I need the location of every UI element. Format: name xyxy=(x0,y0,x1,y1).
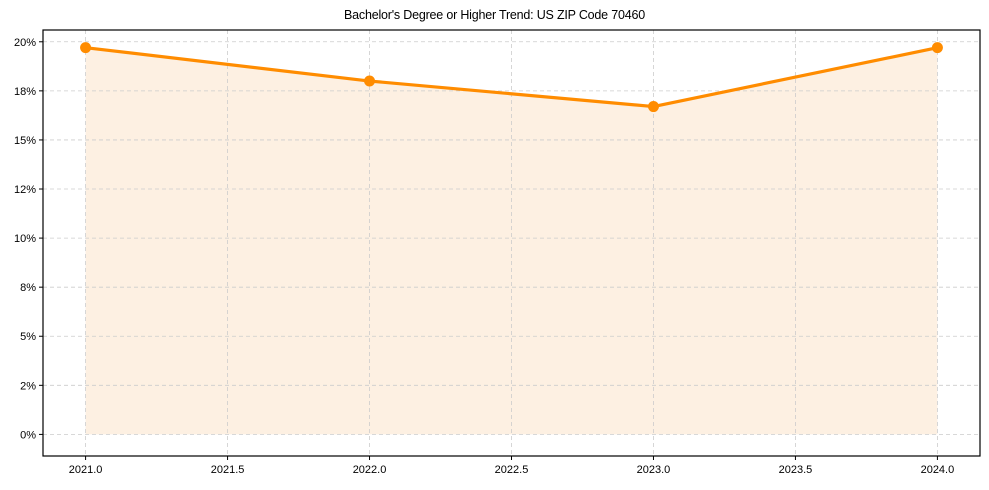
svg-text:2%: 2% xyxy=(20,380,36,392)
grid-lines xyxy=(43,30,980,456)
svg-text:15%: 15% xyxy=(14,135,36,147)
svg-text:2023.5: 2023.5 xyxy=(779,464,813,476)
svg-text:2021.5: 2021.5 xyxy=(211,464,245,476)
svg-text:12%: 12% xyxy=(14,184,36,196)
y-axis-ticks: 0% 2% 5% 8% 10% 12% 15% 18% 20% xyxy=(14,37,43,441)
chart-title: Bachelor's Degree or Higher Trend: US ZI… xyxy=(344,8,645,22)
x-axis-ticks: 2021.0 2021.5 2022.0 2022.5 2023.0 2023.5 2024… xyxy=(69,456,954,476)
data-points xyxy=(80,42,943,113)
svg-text:5%: 5% xyxy=(20,331,36,343)
svg-text:2021.0: 2021.0 xyxy=(69,464,103,476)
data-series-line xyxy=(83,46,940,109)
svg-text:2024.0: 2024.0 xyxy=(921,464,955,476)
svg-text:0%: 0% xyxy=(20,429,36,441)
svg-text:8%: 8% xyxy=(20,282,36,294)
svg-text:10%: 10% xyxy=(14,233,36,245)
svg-text:2023.0: 2023.0 xyxy=(637,464,671,476)
svg-text:18%: 18% xyxy=(14,86,36,98)
svg-text:20%: 20% xyxy=(14,37,36,49)
svg-text:2022.0: 2022.0 xyxy=(353,464,387,476)
svg-text:2022.5: 2022.5 xyxy=(495,464,529,476)
